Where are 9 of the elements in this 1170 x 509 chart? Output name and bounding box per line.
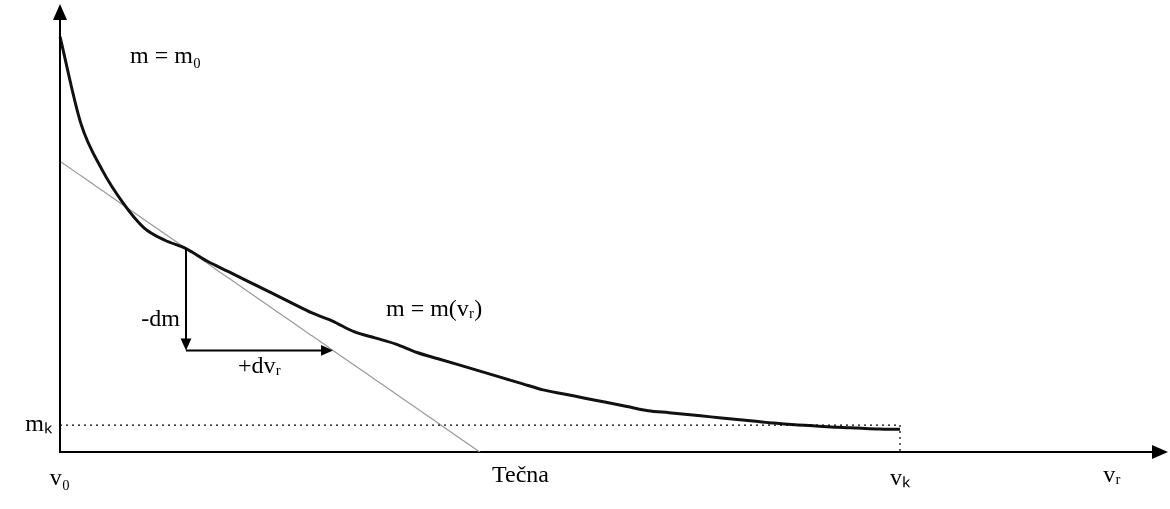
annotation: m = m₀: [130, 41, 202, 68]
x-tick-label: v₀: [49, 463, 71, 490]
series-label: m = m(vᵣ): [386, 295, 483, 322]
annotation: +dvᵣ: [237, 351, 282, 378]
annotation: -dm: [141, 304, 181, 331]
x-axis-title: vᵣ: [1103, 461, 1121, 488]
x-tick-label: vₖ: [890, 463, 911, 490]
ref-line-label: mₖ: [25, 410, 53, 437]
series-label: Tečna: [492, 461, 550, 488]
